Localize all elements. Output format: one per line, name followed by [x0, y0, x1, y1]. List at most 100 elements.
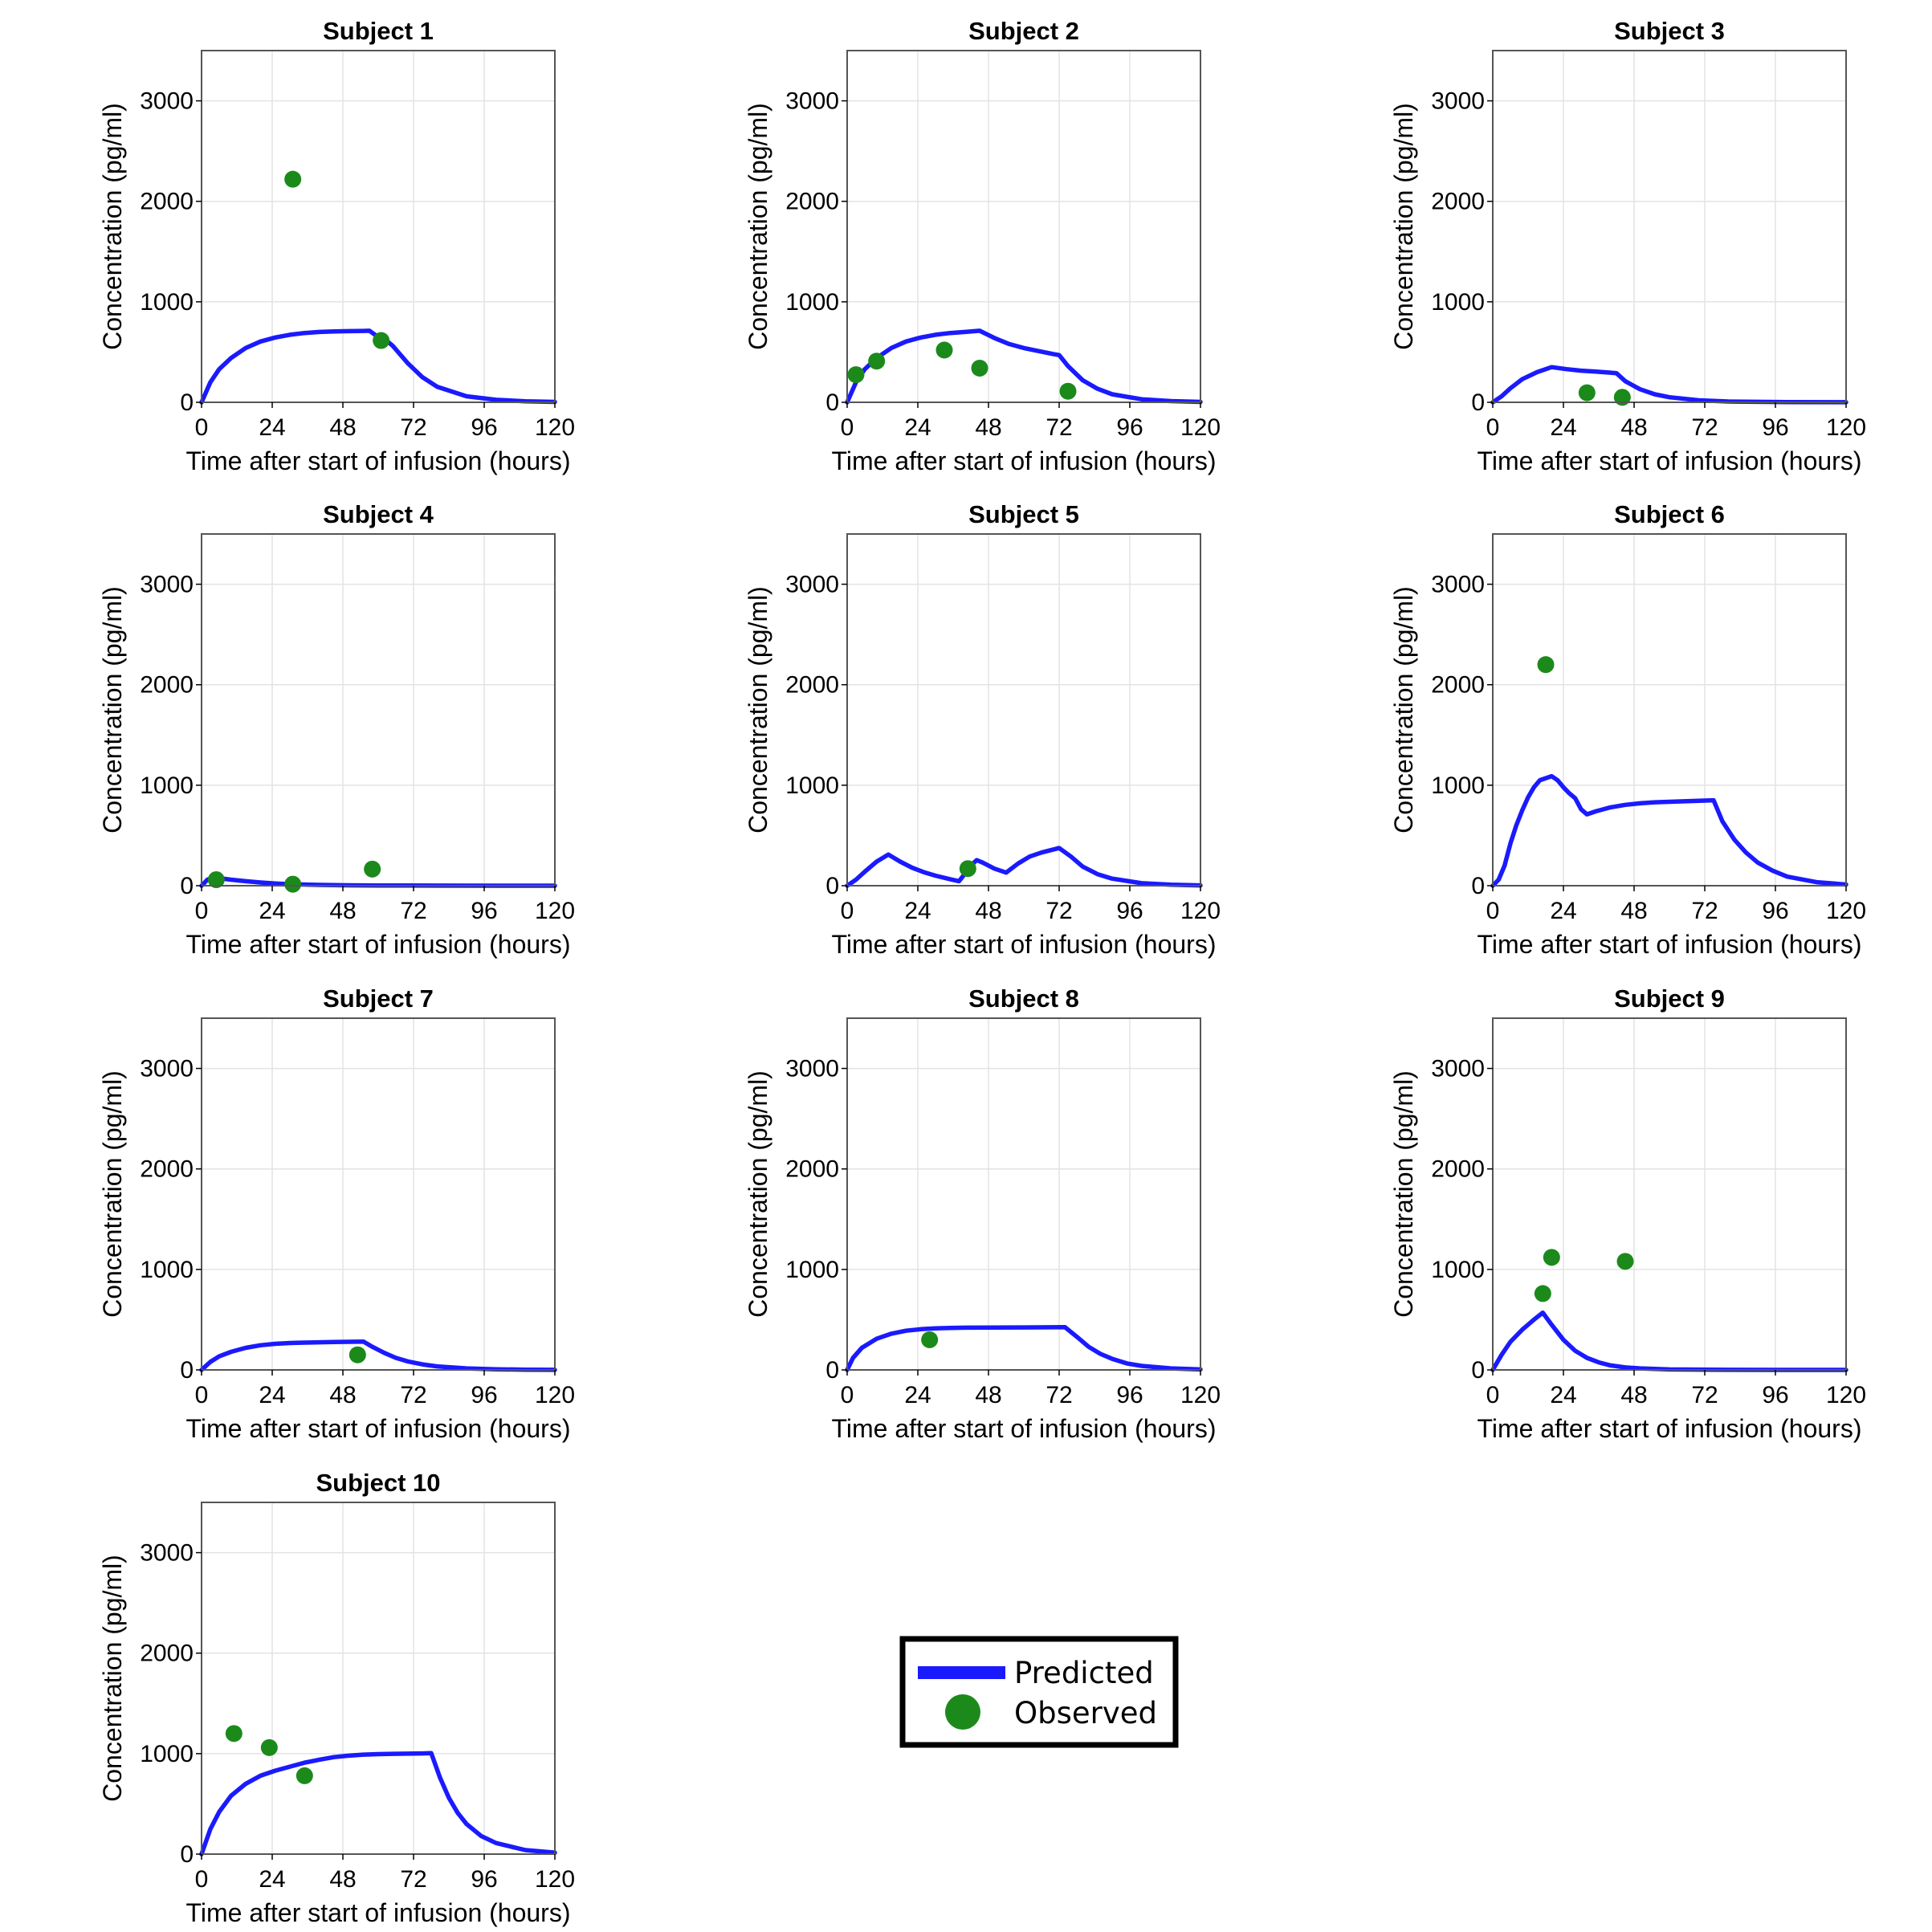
- panel-title: Subject 3: [1614, 17, 1725, 45]
- x-axis-label: Time after start of infusion (hours): [832, 1414, 1217, 1443]
- plot-frame: [1492, 1017, 1847, 1371]
- x-tick-label: 48: [1620, 1382, 1647, 1408]
- plot-area: [202, 534, 555, 886]
- x-tick-label: 120: [535, 898, 575, 924]
- panel-subject-10: 0 24 48 72 96 120 0 1000 2000 3000 Subject 10 Time …: [98, 1469, 575, 1927]
- x-tick-label: 0: [1486, 1382, 1500, 1408]
- x-tick-label: 120: [1180, 898, 1221, 924]
- observed-point: [296, 1767, 313, 1784]
- x-tick-label: 0: [195, 898, 209, 924]
- x-axis-label: Time after start of infusion (hours): [1478, 930, 1862, 959]
- y-tick-label: 0: [180, 1357, 194, 1384]
- x-tick-label: 0: [1486, 898, 1500, 924]
- observed-point: [225, 1725, 243, 1742]
- x-tick-label: 0: [195, 1866, 209, 1893]
- y-axis-label: Concentration (pg/ml): [98, 1070, 127, 1318]
- y-tick-label: 2000: [785, 189, 839, 215]
- x-tick-label: 120: [1826, 414, 1866, 441]
- plot-area: [1493, 534, 1846, 886]
- y-tick-label: 1000: [785, 772, 839, 799]
- y-tick-label: 3000: [140, 572, 194, 598]
- observed-point: [935, 341, 953, 359]
- observed-point: [207, 870, 225, 888]
- panel-subject-1: 0 24 48 72 96 120 0 1000 2000 3000 Subject 1 Time a…: [98, 17, 575, 475]
- panel-subject-6: 0 24 48 72 96 120 0 1000 2000 3000 Subject 6 Time a…: [1389, 500, 1866, 959]
- x-tick-label: 96: [471, 1382, 497, 1408]
- x-tick-label: 0: [841, 1382, 854, 1408]
- x-axis-label: Time after start of infusion (hours): [186, 930, 571, 959]
- x-tick-label: 24: [1550, 898, 1576, 924]
- y-tick-label: 2000: [1431, 1156, 1485, 1183]
- legend: Predicted Observed: [899, 1636, 1179, 1748]
- observed-point: [284, 875, 302, 893]
- panel-title: Subject 2: [968, 17, 1079, 45]
- y-tick-label: 3000: [1431, 88, 1485, 115]
- panel-subject-8: 0 24 48 72 96 120 0 1000 2000 3000 Subject 8 Time a…: [744, 984, 1221, 1443]
- x-tick-label: 24: [904, 414, 931, 441]
- y-tick-label: 3000: [785, 572, 839, 598]
- x-tick-label: 48: [975, 1382, 1001, 1408]
- x-tick-label: 72: [400, 414, 426, 441]
- y-tick-label: 1000: [785, 1257, 839, 1283]
- y-tick-label: 3000: [785, 1056, 839, 1082]
- x-tick-label: 24: [259, 414, 285, 441]
- legend-predicted-label: Predicted: [1014, 1656, 1154, 1690]
- x-tick-label: 120: [1180, 1382, 1221, 1408]
- panel-title: Subject 5: [968, 500, 1079, 528]
- panel-title: Subject 10: [316, 1469, 440, 1497]
- y-tick-label: 0: [1471, 873, 1485, 899]
- panel-subject-5: 0 24 48 72 96 120 0 1000 2000 3000 Subject 5 Time a…: [744, 500, 1221, 959]
- x-tick-label: 0: [841, 898, 854, 924]
- plot-area: [847, 534, 1200, 886]
- x-tick-label: 24: [259, 1382, 285, 1408]
- y-tick-label: 0: [825, 389, 839, 416]
- plot-frame: [201, 1502, 556, 1855]
- panel-subject-7: 0 24 48 72 96 120 0 1000 2000 3000 Subject 7 Time a…: [98, 984, 575, 1443]
- panel-title: Subject 9: [1614, 984, 1725, 1013]
- predicted-line: [845, 328, 1203, 405]
- y-tick-label: 1000: [1431, 1257, 1485, 1283]
- x-tick-label: 48: [329, 1866, 356, 1893]
- y-tick-label: 2000: [140, 189, 194, 215]
- observed-point: [1616, 1253, 1634, 1270]
- predicted-line: [845, 1325, 1203, 1372]
- y-axis-label: Concentration (pg/ml): [1389, 1070, 1418, 1318]
- y-tick-label: 0: [180, 873, 194, 899]
- x-tick-label: 48: [1620, 414, 1647, 441]
- x-tick-label: 120: [535, 1382, 575, 1408]
- plot-area: [847, 1018, 1200, 1370]
- plot-frame: [846, 50, 1201, 403]
- y-axis-label: Concentration (pg/ml): [98, 586, 127, 834]
- legend-observed-marker: [945, 1694, 980, 1730]
- y-tick-label: 1000: [140, 1741, 194, 1767]
- y-tick-label: 2000: [785, 1156, 839, 1183]
- y-tick-label: 2000: [785, 672, 839, 699]
- observed-point: [364, 860, 381, 878]
- plot-frame: [846, 533, 1201, 887]
- x-axis-label: Time after start of infusion (hours): [1478, 1414, 1862, 1443]
- x-tick-label: 72: [1045, 898, 1072, 924]
- x-tick-label: 96: [471, 1866, 497, 1893]
- x-tick-label: 48: [975, 414, 1001, 441]
- observed-point: [1578, 384, 1596, 401]
- y-tick-label: 3000: [1431, 572, 1485, 598]
- x-tick-label: 48: [975, 898, 1001, 924]
- x-tick-label: 96: [1116, 414, 1143, 441]
- panel-subject-3: 0 24 48 72 96 120 0 1000 2000 3000 Subject 3 Time a…: [1389, 17, 1866, 475]
- panel-title: Subject 6: [1614, 500, 1725, 528]
- y-tick-label: 0: [1471, 389, 1485, 416]
- plot-area: [1493, 1018, 1846, 1370]
- x-tick-label: 24: [259, 898, 285, 924]
- y-tick-label: 2000: [140, 1156, 194, 1183]
- predicted-line: [845, 846, 1203, 888]
- x-tick-label: 0: [841, 414, 854, 441]
- y-tick-label: 3000: [1431, 1056, 1485, 1082]
- y-tick-label: 0: [180, 389, 194, 416]
- panels: 0 24 48 72 96 120 0 1000 2000 3000 Subject 1 Time a…: [98, 17, 1866, 1927]
- x-tick-label: 24: [259, 1866, 285, 1893]
- predicted-line: [1490, 365, 1848, 405]
- x-tick-label: 72: [400, 1866, 426, 1893]
- plot-area: [202, 1018, 555, 1370]
- observed-point: [1613, 389, 1631, 406]
- x-tick-label: 72: [400, 898, 426, 924]
